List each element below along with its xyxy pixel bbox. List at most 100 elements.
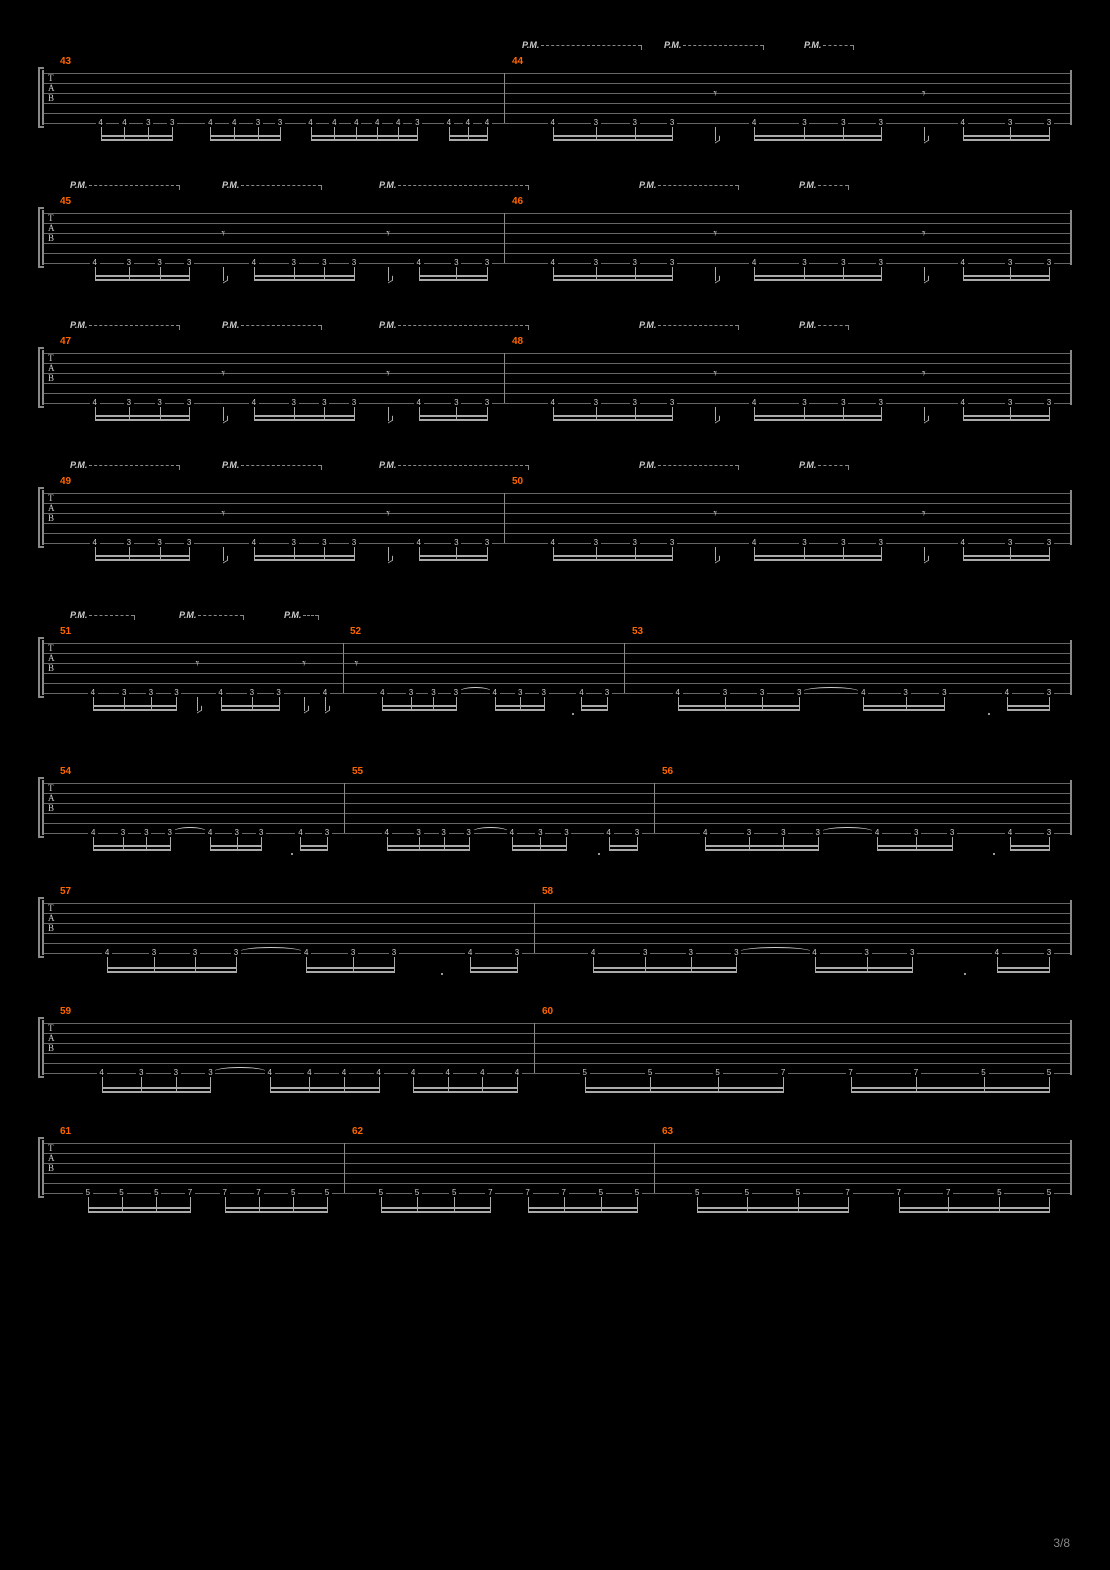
tie [459, 687, 492, 692]
note-stem [843, 407, 844, 419]
fret-number: 4 [700, 829, 710, 837]
measure-number: 56 [662, 766, 673, 777]
fret-number: 3 [667, 399, 677, 407]
fret-number: 5 [322, 1189, 332, 1197]
note-stem [123, 837, 124, 849]
beam [95, 555, 190, 557]
measure-number: 59 [60, 1006, 71, 1017]
fret-number: 4 [382, 829, 392, 837]
note-stem [254, 267, 255, 279]
beam [963, 139, 1050, 141]
note-stem [607, 697, 608, 709]
palm-mute-label: P.M. [70, 610, 135, 620]
tab-clef-label: TAB [48, 643, 54, 673]
beam [387, 845, 470, 847]
note-stem [449, 127, 450, 139]
beam [815, 967, 914, 969]
measure-number: 57 [60, 886, 71, 897]
beam [495, 705, 545, 707]
note-stem [863, 697, 864, 709]
barline [624, 643, 625, 693]
fret-number: 3 [482, 259, 492, 267]
fret-number: 3 [141, 829, 151, 837]
note-stem [210, 127, 211, 139]
note-stem [635, 127, 636, 139]
beam [754, 135, 882, 137]
fret-number: 4 [90, 259, 100, 267]
fret-number: 3 [451, 259, 461, 267]
string-line [44, 373, 1070, 374]
note-stem [354, 547, 355, 559]
palm-mute-label: P.M. [379, 460, 529, 470]
note-stem [252, 697, 253, 709]
note-stem [160, 267, 161, 279]
tab-staff: TAB45P.M.P.M.P.M.𝄾𝄾4333433343346P.M.P.M.… [42, 210, 1072, 265]
beam [553, 419, 673, 421]
string-line [44, 693, 1070, 694]
note-stem [189, 547, 190, 559]
note-stem [881, 127, 882, 139]
measure-number: 55 [352, 766, 363, 777]
palm-mute-label: P.M. [222, 180, 322, 190]
beam [581, 709, 608, 711]
tie [173, 827, 207, 832]
barline [504, 353, 505, 403]
note-flag [715, 416, 720, 424]
rest: 𝄾 [218, 225, 228, 242]
note-flag [924, 136, 929, 144]
fret-number: 3 [143, 119, 153, 127]
string-line [44, 1063, 1070, 1064]
fret-number: 5 [979, 1069, 989, 1077]
note-stem [160, 407, 161, 419]
palm-mute-label: P.M. [522, 40, 642, 50]
palm-mute-label: P.M. [284, 610, 319, 620]
note-stem [544, 697, 545, 709]
note-stem [672, 407, 673, 419]
measure-number: 48 [512, 336, 523, 347]
fret-number: 3 [876, 259, 886, 267]
string-line [44, 653, 1070, 654]
beam [585, 1091, 784, 1093]
string-line [44, 1153, 1070, 1154]
fret-number: 5 [596, 1189, 606, 1197]
fret-number: 3 [1005, 399, 1015, 407]
fret-number: 7 [523, 1189, 533, 1197]
beam [419, 559, 488, 561]
note-stem [963, 127, 964, 139]
string-line [44, 823, 1070, 824]
note-stem [468, 127, 469, 139]
note-stem [456, 697, 457, 709]
note-stem [294, 407, 295, 419]
note-stem [300, 837, 301, 849]
fret-number: 3 [289, 539, 299, 547]
fret-number: 3 [155, 399, 165, 407]
fret-number: 3 [165, 829, 175, 837]
fret-number: 4 [88, 689, 98, 697]
beam [678, 709, 801, 711]
rhythm-dot [964, 973, 966, 975]
fret-number: 7 [943, 1189, 953, 1197]
fret-number: 7 [846, 1069, 856, 1077]
fret-number: 4 [205, 119, 215, 127]
note-stem [804, 407, 805, 419]
fret-number: 3 [939, 689, 949, 697]
measure-number: 60 [542, 1006, 553, 1017]
fret-number: 3 [1044, 399, 1054, 407]
staff-system: TAB51P.M.P.M.P.M.𝄾𝄾𝄾43334334524333433435… [42, 640, 1072, 695]
beam [705, 845, 819, 847]
beam [512, 845, 568, 847]
note-stem [1049, 837, 1050, 849]
note-stem [354, 267, 355, 279]
fret-number: 3 [256, 829, 266, 837]
measure-number: 61 [60, 1126, 71, 1137]
fret-number: 5 [376, 1189, 386, 1197]
note-stem [596, 547, 597, 559]
beam [899, 1207, 1050, 1209]
rhythm-dot [598, 853, 600, 855]
fret-number: 4 [810, 949, 820, 957]
palm-mute-label: P.M. [222, 320, 322, 330]
fret-number: 3 [640, 949, 650, 957]
fret-number: 4 [958, 119, 968, 127]
note-flag [304, 706, 309, 714]
string-line [44, 83, 1070, 84]
